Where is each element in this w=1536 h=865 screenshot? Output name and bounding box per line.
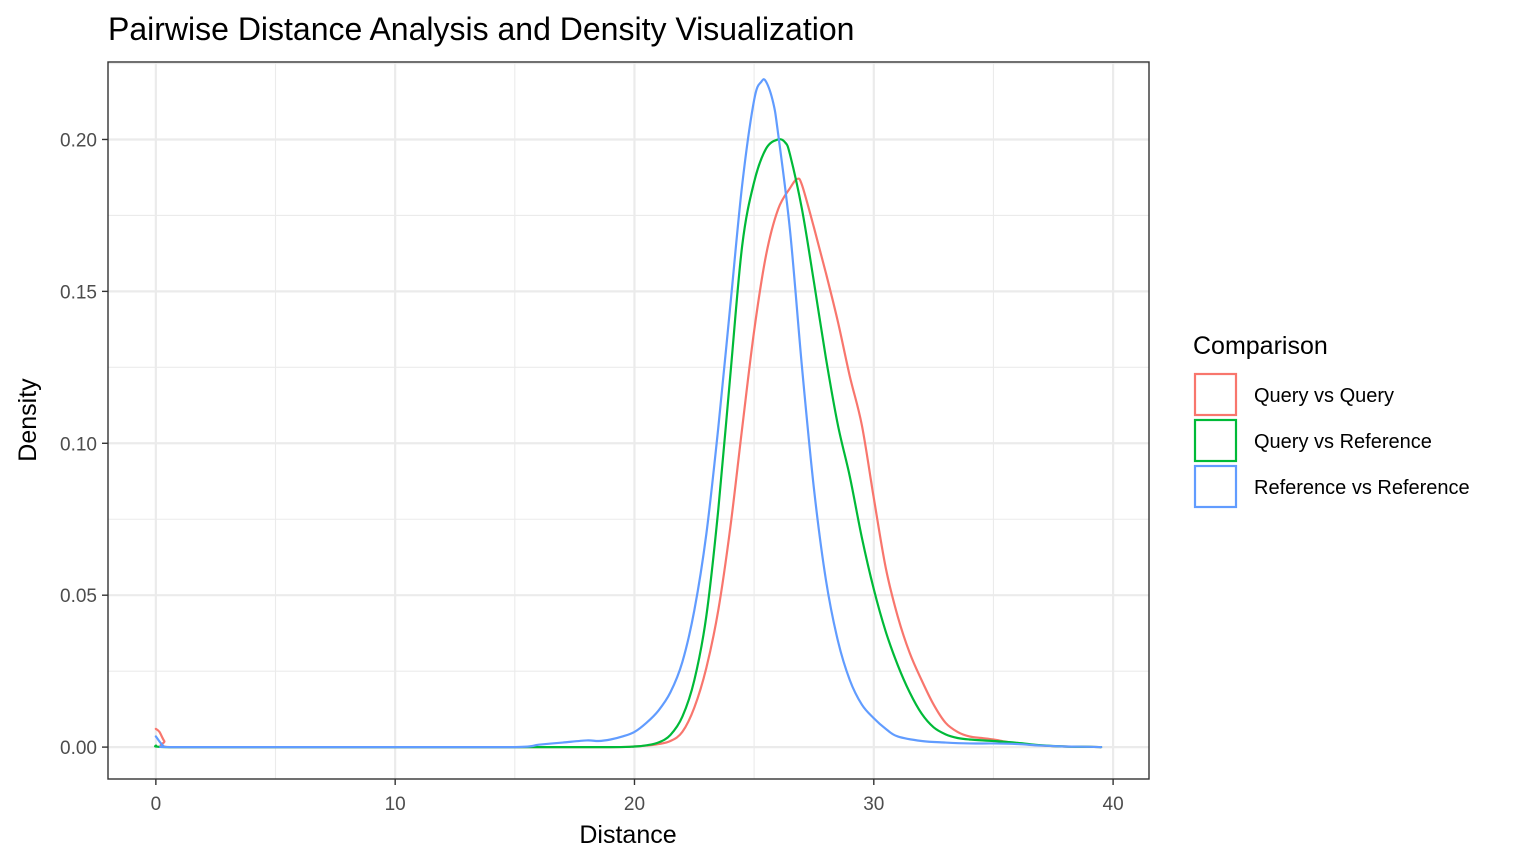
legend: Comparison Query vs Query Query vs Refere…: [1193, 332, 1470, 509]
legend-label: Query vs Query: [1254, 385, 1394, 407]
series-line-query-vs-reference: [154, 138, 1103, 749]
legend-key-swatch: [1193, 372, 1238, 417]
y-axis: 0.00 0.05 0.10 0.15 0.20: [60, 130, 108, 759]
x-axis: 0 10 20 30 40: [151, 779, 1124, 815]
legend-key-swatch: [1193, 418, 1238, 463]
x-tick-label: 40: [1103, 794, 1124, 815]
legend-key-background: [1194, 373, 1237, 416]
y-tick-label: 0.00: [60, 738, 97, 759]
legend-label: Reference vs Reference: [1254, 477, 1470, 499]
panel-background: [108, 62, 1149, 779]
legend-key-swatch: [1193, 464, 1238, 509]
legend-item-query-vs-query: Query vs Query: [1193, 372, 1394, 417]
y-axis-title: Density: [14, 378, 42, 462]
x-tick-label: 30: [863, 794, 884, 815]
legend-item-reference-vs-reference: Reference vs Reference: [1193, 464, 1470, 509]
plot-panel: [107, 61, 1150, 780]
y-tick-label: 0.20: [60, 130, 97, 151]
x-tick-label: 0: [151, 794, 162, 815]
legend-title: Comparison: [1193, 332, 1328, 360]
legend-items: Query vs Query Query vs Reference Referenc…: [1193, 372, 1470, 509]
legend-label: Query vs Reference: [1254, 431, 1432, 453]
x-axis-title: Distance: [579, 821, 676, 849]
y-tick-label: 0.05: [60, 586, 97, 607]
x-tick-label: 10: [385, 794, 406, 815]
legend-item-query-vs-reference: Query vs Reference: [1193, 418, 1432, 463]
legend-key-background: [1194, 465, 1237, 508]
x-tick-label: 20: [624, 794, 645, 815]
panel-border: [107, 61, 1150, 780]
y-tick-label: 0.10: [60, 434, 97, 455]
legend-key-background: [1194, 419, 1237, 462]
series-line-reference-vs-reference: [154, 78, 1103, 749]
y-tick-label: 0.15: [60, 282, 97, 303]
series-lines: [154, 78, 1103, 749]
chart-title: Pairwise Distance Analysis and Density V…: [108, 11, 854, 47]
